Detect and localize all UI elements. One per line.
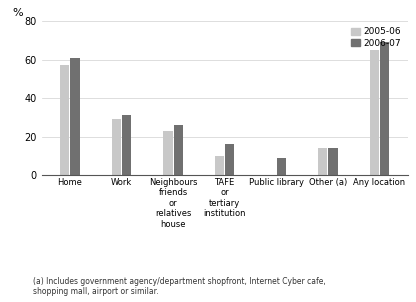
Bar bbox=[277, 158, 286, 175]
Legend: 2005-06, 2006-07: 2005-06, 2006-07 bbox=[349, 26, 403, 50]
Bar bbox=[369, 50, 379, 175]
Bar bbox=[122, 115, 131, 175]
Bar bbox=[163, 131, 173, 175]
Bar bbox=[318, 148, 327, 175]
Text: (a) Includes government agency/department shopfront, Internet Cyber cafe,
shoppi: (a) Includes government agency/departmen… bbox=[33, 277, 326, 296]
Bar bbox=[112, 119, 121, 175]
Bar bbox=[70, 58, 80, 175]
Bar bbox=[60, 66, 69, 175]
Bar bbox=[173, 125, 183, 175]
Bar bbox=[380, 42, 389, 175]
Bar bbox=[225, 144, 235, 175]
Text: %: % bbox=[12, 8, 23, 18]
Bar bbox=[215, 156, 224, 175]
Bar bbox=[328, 148, 337, 175]
